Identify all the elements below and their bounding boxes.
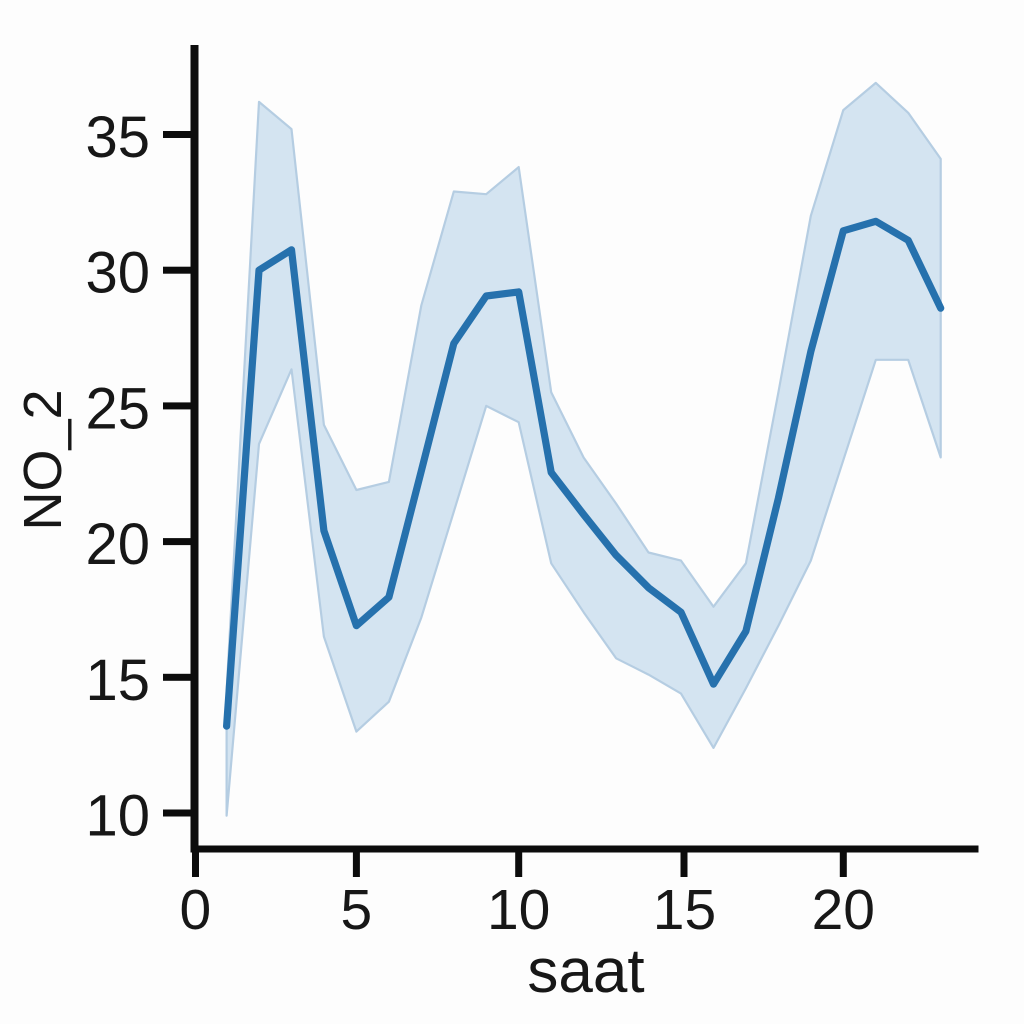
svg-text:10: 10 — [487, 878, 550, 942]
svg-text:20: 20 — [812, 878, 875, 942]
svg-text:25: 25 — [85, 376, 150, 441]
svg-text:15: 15 — [85, 648, 150, 713]
svg-text:35: 35 — [85, 105, 150, 170]
svg-text:saat: saat — [527, 937, 644, 1006]
svg-text:30: 30 — [85, 241, 150, 306]
svg-text:NO_2: NO_2 — [13, 389, 73, 530]
svg-text:10: 10 — [85, 784, 150, 849]
svg-text:5: 5 — [341, 878, 373, 942]
svg-text:15: 15 — [653, 878, 716, 942]
svg-text:20: 20 — [85, 512, 150, 577]
svg-text:0: 0 — [180, 878, 212, 942]
